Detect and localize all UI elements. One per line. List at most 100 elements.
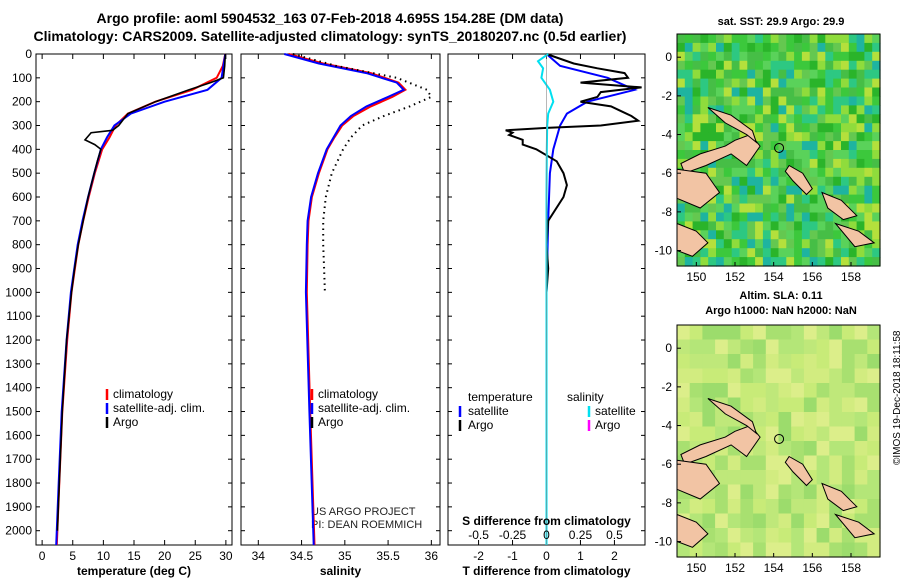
map-cell bbox=[677, 325, 691, 341]
map-cell bbox=[856, 203, 865, 213]
map-cell bbox=[794, 34, 803, 44]
map-cell bbox=[816, 528, 830, 544]
map-cell bbox=[809, 221, 819, 231]
map-cell bbox=[786, 87, 795, 97]
map-cell bbox=[803, 528, 818, 544]
map-landmass bbox=[833, 513, 876, 539]
map-cell bbox=[833, 96, 842, 106]
map-cell bbox=[778, 239, 787, 249]
map-cell bbox=[841, 60, 850, 71]
map-cell bbox=[872, 194, 881, 205]
map-cell bbox=[867, 397, 881, 413]
map-cell bbox=[801, 167, 811, 178]
map-cell bbox=[816, 426, 830, 442]
map-cell bbox=[825, 114, 834, 124]
ytick-label: 1900 bbox=[5, 500, 32, 514]
map-cell bbox=[825, 51, 834, 62]
map-cell bbox=[841, 194, 850, 205]
map-cell bbox=[689, 426, 703, 442]
map-cell bbox=[765, 412, 780, 428]
map-cell bbox=[794, 105, 803, 115]
map-cell bbox=[723, 42, 733, 53]
map-cell bbox=[765, 455, 780, 471]
map-cell bbox=[755, 42, 764, 53]
map-cell bbox=[856, 123, 865, 133]
map-cell bbox=[809, 96, 819, 106]
map-cell bbox=[715, 455, 729, 471]
map-cell bbox=[700, 230, 709, 240]
map-cell bbox=[848, 194, 858, 205]
map-cell bbox=[755, 51, 764, 62]
map-cell bbox=[841, 34, 850, 44]
map-cell bbox=[716, 257, 725, 267]
map-cell bbox=[739, 257, 748, 267]
map-cell bbox=[692, 150, 701, 160]
legend-title-temperature: temperature bbox=[468, 390, 533, 404]
map-cell bbox=[723, 69, 733, 80]
map-cell bbox=[872, 105, 881, 115]
map-cell bbox=[856, 132, 865, 142]
map-cell bbox=[803, 412, 818, 428]
map-cell bbox=[716, 51, 725, 62]
map-ytick-label: 0 bbox=[665, 50, 672, 64]
map-cell bbox=[786, 96, 795, 106]
map-cell bbox=[801, 60, 811, 71]
map-cell bbox=[708, 248, 717, 258]
map-cell bbox=[803, 499, 818, 515]
map-cell bbox=[739, 248, 748, 258]
map-cell bbox=[723, 176, 733, 187]
map-cell bbox=[778, 203, 787, 213]
ytick-label: 600 bbox=[12, 190, 32, 204]
map-cell bbox=[872, 34, 881, 44]
map-cell bbox=[731, 34, 741, 44]
map-cell bbox=[801, 248, 811, 258]
map-cell bbox=[740, 354, 754, 370]
map-cell bbox=[794, 69, 803, 80]
map-cell bbox=[708, 132, 717, 142]
map-cell bbox=[786, 176, 795, 187]
map-cell bbox=[778, 212, 787, 222]
map-cell bbox=[731, 60, 741, 71]
map-cell bbox=[817, 69, 826, 80]
map-cell bbox=[765, 513, 780, 529]
map-cell bbox=[848, 87, 858, 97]
map-cell bbox=[677, 34, 686, 44]
map-cell bbox=[825, 96, 834, 106]
map-cell bbox=[856, 150, 865, 160]
map-cell bbox=[755, 248, 764, 258]
legend-label: Argo bbox=[113, 415, 139, 429]
map-cell bbox=[747, 203, 756, 213]
map-cell bbox=[803, 426, 818, 442]
map-cell bbox=[684, 60, 694, 71]
map-cell bbox=[677, 51, 686, 62]
map-cell bbox=[762, 239, 772, 249]
map-cell bbox=[778, 34, 787, 44]
map-cell bbox=[677, 60, 686, 71]
map-cell bbox=[864, 105, 873, 115]
map-cell bbox=[753, 397, 767, 413]
map-cell bbox=[716, 69, 725, 80]
map-cell bbox=[864, 69, 873, 80]
map-ytick-label: -8 bbox=[661, 496, 672, 510]
ytick-label: 100 bbox=[12, 71, 32, 85]
map-cell bbox=[740, 499, 754, 515]
map-cell bbox=[715, 325, 729, 341]
map-cell bbox=[848, 185, 858, 196]
map-cell bbox=[755, 185, 764, 196]
map-cell bbox=[739, 176, 748, 187]
map-cell bbox=[747, 96, 756, 106]
map-cell bbox=[778, 248, 787, 258]
map-cell bbox=[753, 528, 767, 544]
map-cell bbox=[689, 325, 703, 341]
map-cell bbox=[791, 528, 805, 544]
secondary-tick-label: 0.5 bbox=[606, 528, 623, 542]
map-cell bbox=[778, 150, 787, 160]
map-cell bbox=[692, 203, 701, 213]
map-cell bbox=[864, 87, 873, 97]
map-cell bbox=[753, 441, 767, 457]
map-cell bbox=[702, 368, 716, 384]
map-cell bbox=[817, 123, 826, 133]
map-cell bbox=[809, 141, 819, 151]
map-cell bbox=[872, 239, 881, 249]
map-cell bbox=[825, 150, 834, 160]
